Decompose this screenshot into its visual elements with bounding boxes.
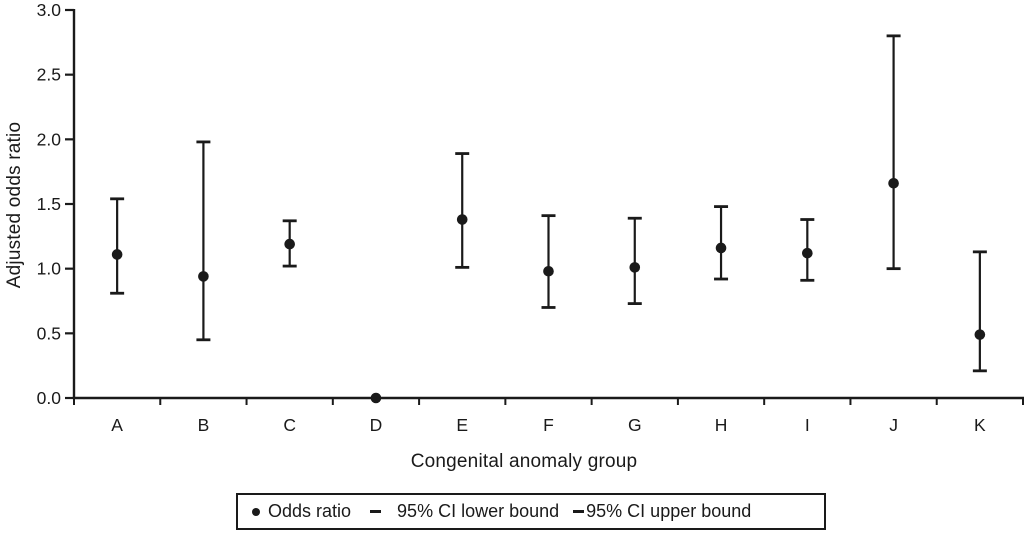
y-tick-label: 3.0 [37,0,62,20]
legend-item-odds-ratio: Odds ratio [268,501,352,521]
legend: Odds ratio 95% CI lower bound 95% CI upp… [236,493,826,530]
y-tick-label: 1.5 [37,194,61,214]
y-tick-label: 1.0 [37,259,62,279]
x-category-label-K: K [974,415,986,435]
y-tick-label: 0.0 [37,388,62,408]
odds-ratio-point-I [802,247,813,259]
y-tick-label: 0.5 [37,323,61,343]
y-axis-title: Adjusted odds ratio [4,121,25,289]
x-category-label-F: F [543,415,554,435]
legend-odds-ratio-dot-icon [252,507,260,516]
odds-ratio-point-A [111,249,123,260]
x-category-label-B: B [198,415,210,435]
x-axis-title: Congenital anomaly group [410,451,638,472]
x-category-label-G: G [628,415,642,435]
odds-ratio-point-K [974,329,986,340]
legend-item-ci-upper: 95% CI upper bound [586,501,752,521]
x-category-label-C: C [283,415,296,435]
x-category-label-I: I [805,415,810,435]
y-tick-label: 2.0 [37,129,62,149]
odds-ratio-point-B [198,271,209,282]
odds-ratio-point-C [284,238,295,250]
odds-ratio-point-D [370,392,382,404]
odds-ratio-point-G [629,262,641,273]
x-category-label-D: D [370,415,383,435]
legend-ci-upper-dash-icon [573,510,585,513]
legend-ci-lower-dash-icon [370,510,382,513]
y-tick-label: 2.5 [37,65,61,85]
x-category-label-J: J [889,415,898,435]
odds-ratio-point-F [543,265,554,277]
legend-item-ci-lower: 95% CI lower bound [397,501,560,521]
x-category-label-A: A [111,415,123,435]
x-category-label-E: E [456,415,468,435]
x-category-label-H: H [715,415,728,435]
odds-ratio-point-J [888,178,899,189]
odds-ratio-point-H [715,242,727,254]
odds-ratio-point-E [456,214,468,225]
